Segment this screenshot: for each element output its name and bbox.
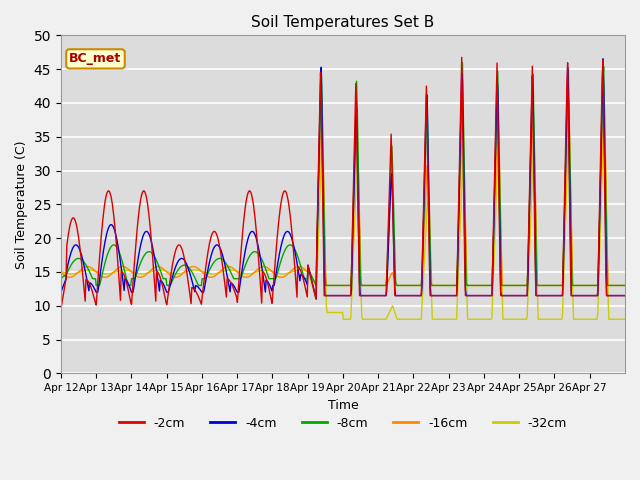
Line: -4cm: -4cm xyxy=(61,59,625,299)
-16cm xyxy=(312,283,320,288)
-32cm xyxy=(255,268,262,274)
-16cm xyxy=(124,265,131,271)
-8cm xyxy=(621,283,629,288)
-2cm xyxy=(255,258,262,264)
-4cm xyxy=(621,293,629,299)
-4cm xyxy=(255,246,262,252)
-32cm xyxy=(276,271,284,276)
X-axis label: Time: Time xyxy=(328,398,358,412)
-8cm xyxy=(228,271,236,277)
-4cm xyxy=(434,293,442,299)
-16cm xyxy=(255,265,262,271)
-32cm xyxy=(124,267,131,273)
-8cm xyxy=(459,60,467,65)
-16cm xyxy=(227,264,235,270)
-2cm xyxy=(124,282,131,288)
-2cm xyxy=(401,293,409,299)
-16cm xyxy=(402,283,410,288)
-32cm xyxy=(600,110,608,116)
-32cm xyxy=(339,316,347,322)
-2cm xyxy=(276,207,284,213)
-32cm xyxy=(621,316,629,322)
-16cm xyxy=(434,283,442,288)
-4cm xyxy=(227,280,235,286)
-2cm xyxy=(57,306,65,312)
-32cm xyxy=(402,316,410,322)
-32cm xyxy=(434,316,442,322)
Line: -8cm: -8cm xyxy=(61,62,625,286)
-2cm xyxy=(227,280,235,286)
-8cm xyxy=(402,283,410,288)
-16cm xyxy=(57,269,65,275)
-8cm xyxy=(57,276,65,282)
-32cm xyxy=(57,268,65,274)
Line: -32cm: -32cm xyxy=(61,113,625,319)
-4cm xyxy=(124,278,131,284)
-8cm xyxy=(92,283,100,288)
Line: -2cm: -2cm xyxy=(61,57,625,309)
-2cm xyxy=(458,54,465,60)
-4cm xyxy=(402,293,410,299)
-16cm xyxy=(621,283,629,288)
-2cm xyxy=(433,293,440,299)
-2cm xyxy=(621,293,629,299)
Y-axis label: Soil Temperature (C): Soil Temperature (C) xyxy=(15,140,28,269)
-8cm xyxy=(434,283,442,288)
Legend: -2cm, -4cm, -8cm, -16cm, -32cm: -2cm, -4cm, -8cm, -16cm, -32cm xyxy=(114,412,572,435)
-16cm xyxy=(276,275,284,280)
-4cm xyxy=(599,56,607,62)
-16cm xyxy=(600,79,607,85)
-4cm xyxy=(57,289,65,295)
-32cm xyxy=(227,267,235,273)
-8cm xyxy=(255,252,263,258)
-4cm xyxy=(276,248,284,253)
Title: Soil Temperatures Set B: Soil Temperatures Set B xyxy=(252,15,435,30)
-8cm xyxy=(124,282,132,288)
-4cm xyxy=(312,296,320,302)
Text: BC_met: BC_met xyxy=(69,52,122,65)
-8cm xyxy=(277,258,285,264)
Line: -16cm: -16cm xyxy=(61,82,625,286)
